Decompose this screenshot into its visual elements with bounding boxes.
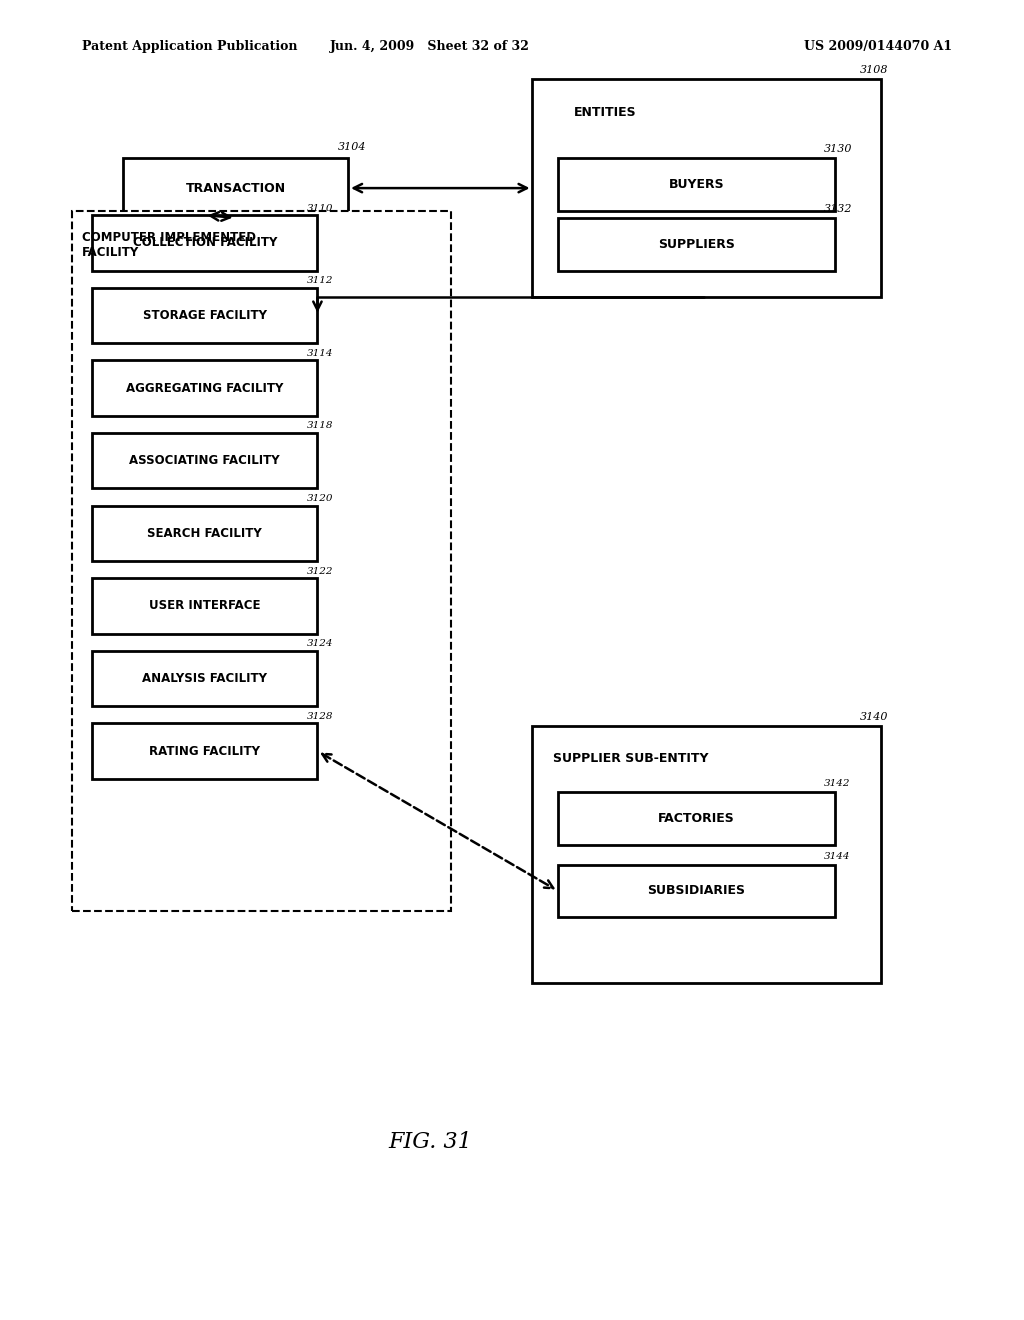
Text: SEARCH FACILITY: SEARCH FACILITY: [147, 527, 262, 540]
Text: 3144: 3144: [824, 851, 851, 861]
FancyBboxPatch shape: [92, 215, 317, 271]
Text: Jun. 4, 2009   Sheet 32 of 32: Jun. 4, 2009 Sheet 32 of 32: [330, 40, 530, 53]
Text: 3130: 3130: [824, 144, 853, 154]
Text: TRANSACTION: TRANSACTION: [185, 182, 286, 194]
FancyBboxPatch shape: [558, 218, 835, 271]
Text: ANALYSIS FACILITY: ANALYSIS FACILITY: [142, 672, 267, 685]
Text: 3112: 3112: [307, 276, 334, 285]
Text: RATING FACILITY: RATING FACILITY: [150, 744, 260, 758]
FancyBboxPatch shape: [92, 288, 317, 343]
Text: ENTITIES: ENTITIES: [573, 106, 636, 119]
Text: 3118: 3118: [307, 421, 334, 430]
FancyBboxPatch shape: [72, 211, 451, 911]
Text: 3140: 3140: [860, 711, 889, 722]
Text: 3120: 3120: [307, 494, 334, 503]
Text: 3108: 3108: [860, 65, 889, 75]
Text: 3132: 3132: [824, 203, 853, 214]
Text: 3128: 3128: [307, 711, 334, 721]
FancyBboxPatch shape: [92, 651, 317, 706]
Text: BUYERS: BUYERS: [669, 178, 724, 191]
Text: Patent Application Publication: Patent Application Publication: [82, 40, 297, 53]
Text: SUPPLIERS: SUPPLIERS: [657, 238, 735, 251]
FancyBboxPatch shape: [92, 506, 317, 561]
Text: 3124: 3124: [307, 639, 334, 648]
Text: SUBSIDIARIES: SUBSIDIARIES: [647, 884, 745, 898]
FancyBboxPatch shape: [123, 158, 348, 218]
FancyBboxPatch shape: [92, 433, 317, 488]
Text: COLLECTION FACILITY: COLLECTION FACILITY: [133, 236, 276, 249]
Text: COMPUTER IMPLEMENTED
FACILITY: COMPUTER IMPLEMENTED FACILITY: [82, 231, 256, 259]
Text: FIG. 31: FIG. 31: [388, 1131, 472, 1152]
Text: SUPPLIER SUB-ENTITY: SUPPLIER SUB-ENTITY: [553, 752, 709, 766]
Text: US 2009/0144070 A1: US 2009/0144070 A1: [804, 40, 952, 53]
Text: 3114: 3114: [307, 348, 334, 358]
Text: 3104: 3104: [338, 141, 367, 152]
FancyBboxPatch shape: [558, 865, 835, 917]
FancyBboxPatch shape: [92, 723, 317, 779]
Text: 3110: 3110: [307, 203, 334, 213]
Text: ASSOCIATING FACILITY: ASSOCIATING FACILITY: [129, 454, 281, 467]
Text: FACTORIES: FACTORIES: [658, 812, 734, 825]
FancyBboxPatch shape: [558, 158, 835, 211]
Text: USER INTERFACE: USER INTERFACE: [150, 599, 260, 612]
FancyBboxPatch shape: [532, 79, 881, 297]
FancyBboxPatch shape: [92, 360, 317, 416]
FancyBboxPatch shape: [558, 792, 835, 845]
Text: AGGREGATING FACILITY: AGGREGATING FACILITY: [126, 381, 284, 395]
Text: 3122: 3122: [307, 566, 334, 576]
FancyBboxPatch shape: [92, 578, 317, 634]
FancyBboxPatch shape: [532, 726, 881, 983]
Text: 3142: 3142: [824, 779, 851, 788]
Text: STORAGE FACILITY: STORAGE FACILITY: [142, 309, 267, 322]
